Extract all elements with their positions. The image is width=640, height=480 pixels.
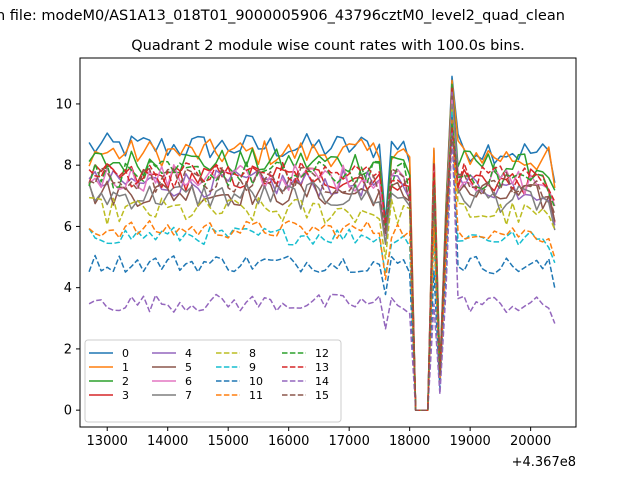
series-line-1 <box>88 79 556 411</box>
legend-label-0: 0 <box>122 347 129 360</box>
y-axis: 0 2 4 6 8 10 <box>55 97 80 419</box>
y-tick-label: 10 <box>55 97 72 112</box>
series-line-11 <box>88 119 556 411</box>
chart-title: Quadrant 2 module wise count rates with … <box>131 38 525 54</box>
x-tick-label: 13000 <box>87 434 128 449</box>
legend-label-9: 9 <box>249 361 256 374</box>
series-line-9 <box>88 111 556 411</box>
legend-label-7: 7 <box>185 389 192 402</box>
figure-suptitle: n file: modeM0/AS1A13_018T01_9000005906_… <box>0 8 565 24</box>
legend-label-13: 13 <box>315 361 329 374</box>
y-tick-label: 2 <box>64 342 72 357</box>
series-layer <box>88 75 556 411</box>
x-tick-label: 19000 <box>449 434 490 449</box>
series-line-10 <box>88 115 556 411</box>
legend-label-12: 12 <box>315 347 329 360</box>
series-line-6 <box>88 99 556 411</box>
series-line-14 <box>88 131 556 411</box>
series-line-13 <box>88 127 556 411</box>
x-axis-offset-label: +4.367e8 <box>512 455 576 470</box>
y-tick-label: 0 <box>64 404 72 419</box>
axes-frame <box>79 57 577 428</box>
series-line-8 <box>89 107 556 411</box>
legend-frame <box>84 339 342 423</box>
y-tick-label: 6 <box>64 220 72 235</box>
y-tick-label: 8 <box>64 159 72 174</box>
legend-label-2: 2 <box>122 375 129 388</box>
legend-label-1: 1 <box>122 361 129 374</box>
legend-label-15: 15 <box>315 389 329 402</box>
x-axis: 13000 14000 15000 16000 17000 18000 19000 20000 <box>87 427 551 449</box>
x-tick-label: 15000 <box>208 434 249 449</box>
legend-label-6: 6 <box>185 375 192 388</box>
x-tick-label: 20000 <box>510 434 551 449</box>
legend-label-3: 3 <box>122 389 129 402</box>
series-line-7 <box>88 103 556 411</box>
legend-label-8: 8 <box>249 347 256 360</box>
x-tick-label: 17000 <box>328 434 369 449</box>
legend-label-11: 11 <box>249 389 263 402</box>
x-tick-label: 18000 <box>389 434 430 449</box>
x-tick-label: 16000 <box>268 434 309 449</box>
legend-label-4: 4 <box>185 347 192 360</box>
legend-label-10: 10 <box>249 375 263 388</box>
series-line-15 <box>88 135 556 411</box>
series-line-3 <box>88 87 556 411</box>
y-tick-label: 4 <box>64 281 72 296</box>
legend-label-14: 14 <box>315 375 329 388</box>
series-line-5 <box>88 95 556 411</box>
legend-label-5: 5 <box>185 361 192 374</box>
x-tick-label: 14000 <box>147 434 188 449</box>
